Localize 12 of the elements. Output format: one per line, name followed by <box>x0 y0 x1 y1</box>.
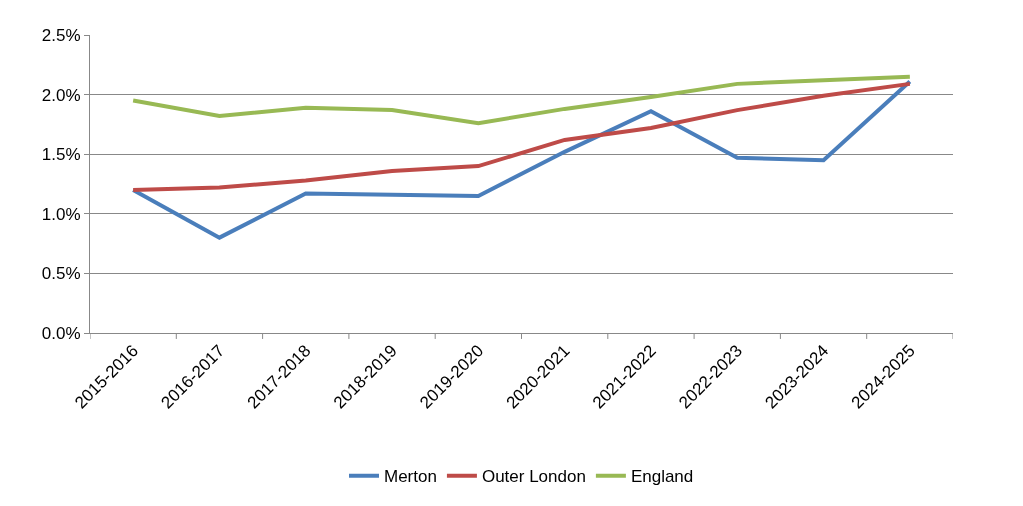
y-tick-label: 2.5% <box>41 25 81 45</box>
legend-label: Merton <box>384 467 437 487</box>
y-tick-label: 1.0% <box>41 204 81 224</box>
y-tick-label: 2.0% <box>41 85 81 105</box>
y-tick-label: 1.5% <box>41 145 81 165</box>
line-series <box>131 81 912 192</box>
legend-label: England <box>630 467 694 487</box>
line-series <box>131 79 912 240</box>
line-series <box>131 74 912 126</box>
y-tick-label: 0.5% <box>41 264 81 284</box>
legend-label: Outer London <box>481 467 586 487</box>
y-tick-label: 0.0% <box>41 323 81 343</box>
